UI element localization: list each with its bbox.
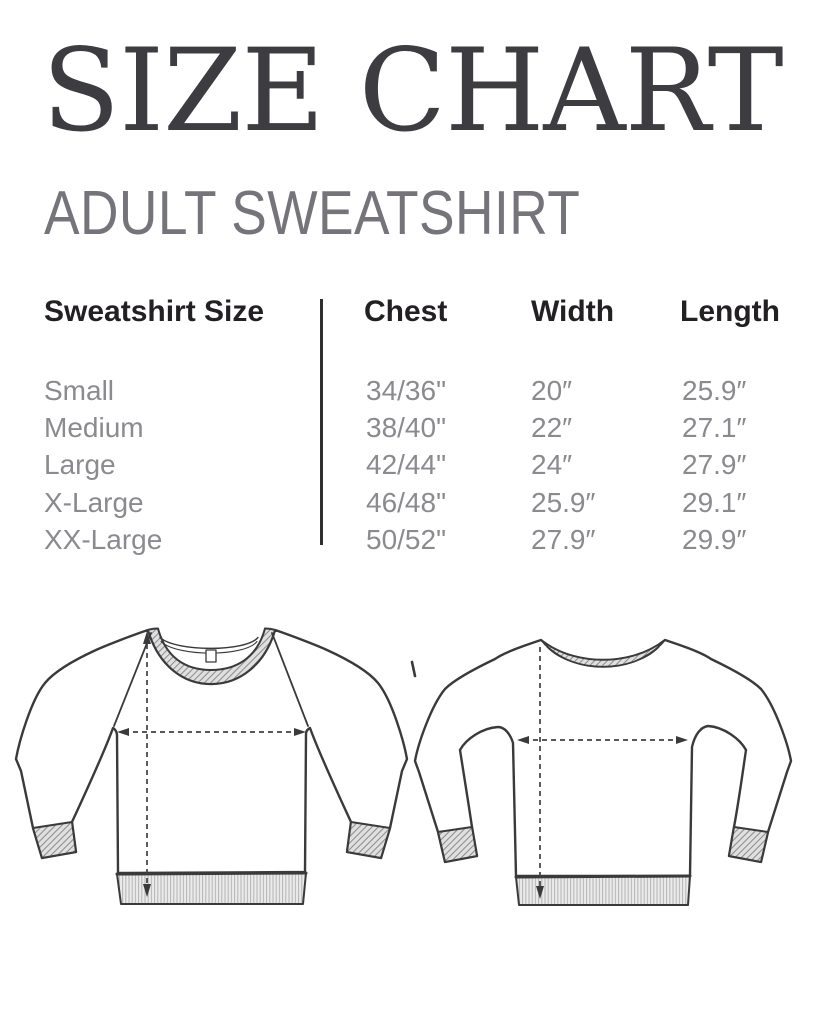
neck-label-tag: [205, 649, 217, 663]
table-row: Large 42/44" 24″ 27.9″: [0, 446, 819, 483]
front-waistband-topline: [115, 871, 308, 876]
arrow-left-icon: [117, 728, 129, 736]
column-header-chest: Chest: [364, 295, 448, 328]
cell-width: 27.9″: [531, 523, 596, 555]
column-header-width: Width: [531, 295, 615, 328]
cell-width: 20″: [531, 375, 573, 406]
back-collar-rib: [540, 639, 666, 668]
arrow-down-icon: [143, 884, 151, 897]
arrow-right-icon: [294, 728, 306, 736]
back-body-outline: [413, 638, 793, 878]
cell-chest: 38/40": [366, 412, 447, 444]
sweatshirt-back-illustration: [410, 638, 793, 906]
cell-chest: 50/52": [366, 523, 447, 555]
cell-length: 27.9″: [682, 449, 747, 481]
back-cuff-left: [437, 826, 478, 863]
stray-mark: [410, 660, 417, 678]
size-table: Sweatshirt Size Chest Width Length Small…: [0, 295, 819, 558]
cell-width: 24″: [531, 449, 573, 481]
page-title: SIZE CHART: [42, 24, 784, 157]
back-collar-seam: [546, 646, 660, 668]
cell-chest: 46/48": [366, 486, 447, 518]
cell-size: Medium: [44, 412, 144, 444]
table-row: X-Large 46/48" 25.9″ 29.1″: [0, 484, 819, 521]
table-divider: [320, 299, 323, 545]
sweatshirt-front-illustration: [14, 627, 409, 905]
cell-chest: 42/44": [366, 449, 447, 481]
cell-length: 27.1″: [682, 412, 747, 444]
table-row: Medium 38/40" 22″ 27.1″: [0, 409, 819, 446]
cell-size: Large: [44, 449, 116, 481]
column-header-length: Length: [680, 295, 780, 328]
size-table-rows: Small 34/36" 20″ 25.9″ Medium 38/40" 22″…: [0, 372, 819, 558]
front-raglan-seam-right: [271, 632, 309, 727]
front-collar-rib: [147, 627, 276, 685]
cell-size: Small: [44, 375, 115, 406]
arrow-right-icon: [676, 736, 688, 744]
front-backneck-seam: [159, 636, 259, 649]
cell-length: 25.9″: [682, 375, 747, 406]
arrow-left-icon: [517, 736, 529, 744]
table-row: Small 34/36" 20″ 25.9″: [0, 372, 819, 409]
cell-size: XX-Large: [44, 523, 163, 555]
front-cuff-left: [32, 821, 77, 859]
front-raglan-seam-left: [113, 632, 152, 727]
cell-width: 22″: [531, 412, 573, 444]
table-row: XX-Large 50/52" 27.9″ 29.9″: [0, 521, 819, 558]
page-subtitle: ADULT SWEATSHIRT: [44, 179, 581, 248]
arrow-down-icon: [536, 886, 544, 899]
cell-chest: 34/36": [366, 375, 447, 406]
back-cuff-right: [728, 826, 769, 863]
arrow-up-icon: [143, 631, 151, 644]
back-waistband-topline: [514, 874, 692, 879]
column-header-size: Sweatshirt Size: [44, 295, 265, 328]
cell-size: X-Large: [44, 486, 144, 518]
front-cuff-right: [346, 821, 391, 859]
cell-length: 29.1″: [682, 486, 747, 518]
cell-length: 29.9″: [682, 523, 747, 555]
cell-width: 25.9″: [531, 486, 596, 518]
